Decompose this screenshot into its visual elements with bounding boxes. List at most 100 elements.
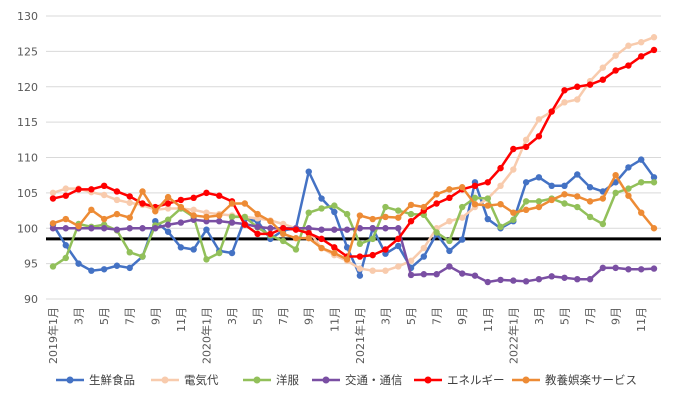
data-point bbox=[318, 235, 325, 243]
data-point bbox=[625, 62, 632, 69]
legend-label: 教養娯楽サービス bbox=[545, 373, 637, 387]
data-point bbox=[484, 202, 491, 209]
x-tick-label: 2019年1月 bbox=[46, 307, 60, 364]
data-point bbox=[113, 262, 121, 269]
data-point bbox=[126, 225, 133, 232]
data-point bbox=[484, 215, 491, 223]
data-point bbox=[522, 136, 530, 144]
y-tick-label: 90 bbox=[24, 293, 38, 306]
data-point bbox=[458, 184, 466, 191]
y-tick-label: 130 bbox=[17, 10, 38, 23]
legend-item: 教養娯楽サービス bbox=[512, 373, 637, 387]
data-point bbox=[446, 186, 453, 193]
data-point bbox=[407, 210, 415, 218]
data-point bbox=[216, 217, 223, 225]
data-point bbox=[113, 226, 121, 233]
data-point bbox=[433, 229, 440, 236]
x-tick-label: 9月 bbox=[303, 307, 316, 325]
x-tick-label: 5月 bbox=[98, 307, 111, 325]
data-point bbox=[356, 253, 364, 260]
data-point bbox=[574, 171, 581, 178]
data-point bbox=[561, 191, 568, 198]
data-point bbox=[62, 192, 69, 199]
data-point bbox=[574, 83, 581, 90]
data-point bbox=[100, 225, 108, 232]
data-point bbox=[305, 234, 312, 242]
data-point bbox=[279, 230, 287, 238]
data-point bbox=[49, 220, 57, 227]
x-tick-label: 7月 bbox=[277, 307, 290, 325]
data-point bbox=[356, 272, 364, 279]
x-tick-label: 9月 bbox=[456, 307, 469, 325]
series-5 bbox=[49, 171, 658, 263]
data-point bbox=[126, 249, 133, 256]
data-point bbox=[548, 273, 555, 280]
legend-item: エネルギー bbox=[414, 373, 505, 387]
data-point bbox=[228, 213, 236, 221]
data-point bbox=[305, 209, 312, 216]
data-point bbox=[638, 179, 645, 186]
data-point bbox=[638, 53, 645, 60]
data-point bbox=[574, 275, 581, 283]
data-point bbox=[458, 214, 466, 221]
data-point bbox=[395, 235, 402, 243]
x-tick-label: 11月 bbox=[482, 307, 495, 332]
data-point bbox=[625, 266, 632, 273]
legend-swatch-marker bbox=[322, 376, 330, 384]
data-point bbox=[625, 185, 632, 192]
data-point bbox=[139, 225, 146, 232]
data-point bbox=[382, 267, 389, 274]
series-0 bbox=[49, 156, 658, 279]
data-point bbox=[228, 249, 236, 257]
data-point bbox=[458, 236, 466, 243]
data-point bbox=[126, 214, 133, 221]
y-tick-label: 105 bbox=[17, 187, 38, 200]
data-point bbox=[369, 225, 376, 232]
data-point bbox=[62, 225, 69, 232]
data-point bbox=[535, 203, 543, 211]
data-point bbox=[612, 189, 619, 197]
data-point bbox=[203, 226, 210, 233]
x-tick-label: 2022年1月 bbox=[506, 307, 520, 364]
data-point bbox=[356, 265, 364, 272]
data-point bbox=[49, 189, 57, 197]
data-point bbox=[139, 188, 146, 195]
data-point bbox=[650, 265, 658, 272]
data-point bbox=[190, 206, 197, 214]
data-point bbox=[126, 199, 133, 206]
x-axis: 2019年1月 3月 5月 7月 9月 11月 2020年1月 3月 5月 7月 9月 11月 2021… bbox=[46, 307, 648, 364]
data-point bbox=[292, 234, 300, 242]
data-point bbox=[586, 198, 594, 205]
data-point bbox=[152, 208, 159, 215]
data-point bbox=[638, 209, 645, 216]
x-tick-label: 7月 bbox=[431, 307, 444, 325]
data-point bbox=[88, 225, 95, 232]
data-point bbox=[190, 194, 197, 202]
legend-item: 交通・通信 bbox=[312, 373, 403, 387]
data-point bbox=[522, 206, 530, 214]
legend-label: エネルギー bbox=[447, 373, 505, 387]
data-point bbox=[279, 237, 287, 245]
legend-label: 交通・通信 bbox=[345, 373, 403, 387]
data-point bbox=[574, 96, 581, 103]
data-point bbox=[356, 225, 364, 232]
data-point bbox=[62, 215, 69, 223]
data-point bbox=[471, 182, 479, 189]
data-point bbox=[420, 203, 428, 211]
data-point bbox=[216, 249, 223, 257]
data-point bbox=[522, 278, 530, 285]
data-point bbox=[331, 208, 338, 216]
data-point bbox=[113, 196, 121, 204]
data-point bbox=[318, 195, 325, 202]
data-point bbox=[164, 221, 172, 228]
data-point bbox=[241, 213, 249, 221]
data-point bbox=[318, 226, 325, 233]
data-point bbox=[471, 272, 479, 279]
data-point bbox=[190, 212, 197, 219]
data-point bbox=[446, 217, 453, 225]
data-point bbox=[369, 215, 376, 223]
y-tick-label: 115 bbox=[17, 116, 38, 129]
legend-label: 生鮮食品 bbox=[89, 373, 135, 387]
data-point bbox=[292, 246, 300, 253]
